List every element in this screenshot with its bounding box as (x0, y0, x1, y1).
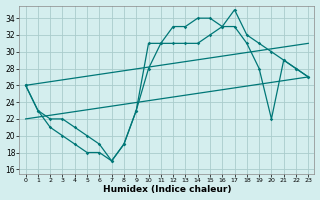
X-axis label: Humidex (Indice chaleur): Humidex (Indice chaleur) (103, 185, 231, 194)
